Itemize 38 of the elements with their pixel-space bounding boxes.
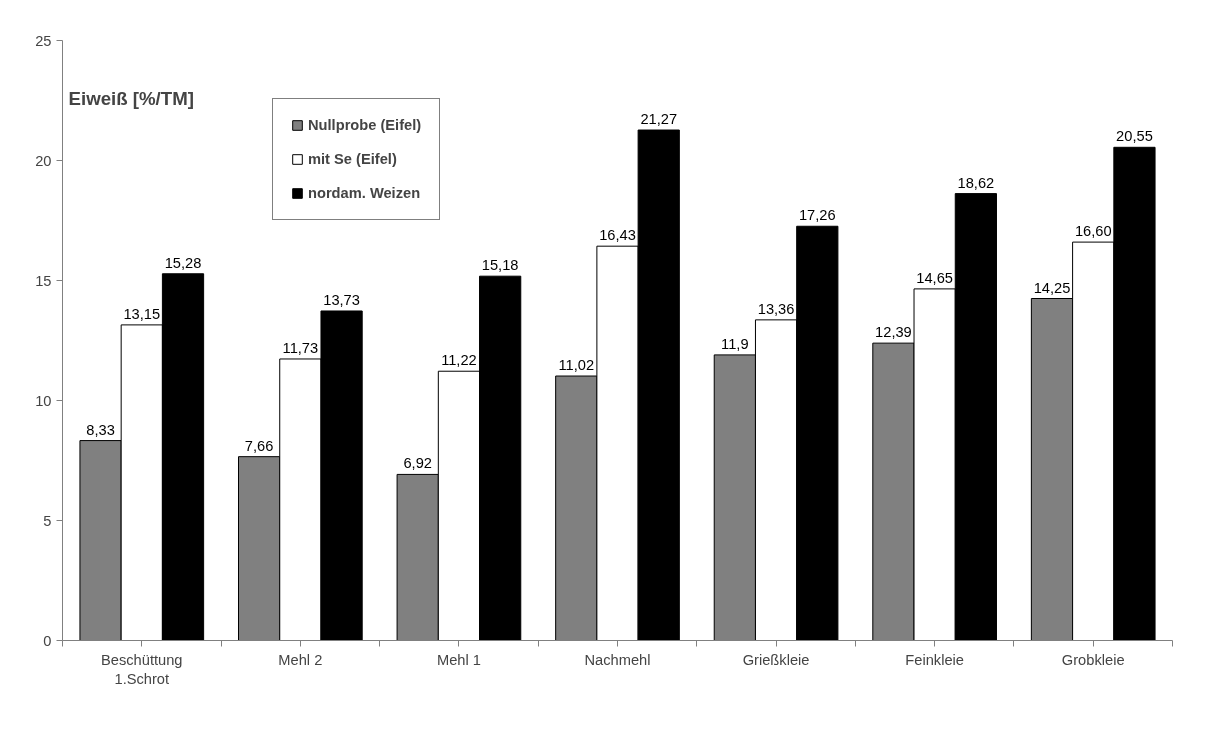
x-tick-label: Mehl 1: [436, 651, 481, 668]
data-label: 8,33: [86, 421, 115, 438]
data-label: 11,22: [441, 352, 477, 369]
data-label: 21,27: [640, 111, 678, 128]
legend-label: Nullprobe (Eifel): [308, 117, 422, 133]
x-tick-label: Nachmehl: [584, 651, 651, 668]
y-tick-label: 25: [35, 32, 52, 49]
data-label: 15,18: [481, 257, 519, 274]
data-label: 6,92: [403, 455, 432, 472]
data-label: 20,55: [1116, 128, 1153, 145]
y-tick-label: 0: [43, 632, 52, 649]
data-label: 14,65: [916, 269, 953, 286]
y-axis-title: Eiweiß [%/TM]: [68, 87, 194, 109]
data-label: 16,60: [1074, 223, 1112, 240]
y-tick-label: 5: [43, 512, 52, 529]
data-label: 18,62: [957, 174, 995, 191]
x-tick-label: Grobkleie: [1061, 651, 1125, 668]
data-label: 15,28: [164, 254, 202, 271]
data-label: 7,66: [244, 437, 274, 454]
data-label: 16,43: [599, 227, 636, 244]
x-tick-label: Grießkleie: [742, 651, 810, 668]
data-label: 12,39: [875, 324, 912, 341]
x-tick-label: Feinkleie: [905, 651, 964, 668]
legend-label: nordam. Weizen: [308, 185, 421, 201]
y-tick-label: 15: [35, 272, 52, 289]
data-label: 11,9: [721, 335, 749, 352]
data-label: 11,73: [282, 339, 319, 356]
data-label: 17,26: [798, 207, 836, 224]
data-label: 13,73: [323, 291, 360, 308]
data-label: 13,36: [757, 300, 795, 317]
y-tick-label: 10: [35, 392, 52, 409]
x-tick-label: Beschüttung 1.Schrot: [101, 651, 183, 687]
data-label: 14,25: [1033, 279, 1071, 296]
y-tick-label: 20: [35, 152, 52, 169]
data-label: 11,02: [558, 357, 595, 374]
legend-label: mit Se (Eifel): [308, 151, 397, 167]
x-tick-label: Mehl 2: [278, 651, 323, 668]
data-label: 13,15: [123, 305, 161, 322]
